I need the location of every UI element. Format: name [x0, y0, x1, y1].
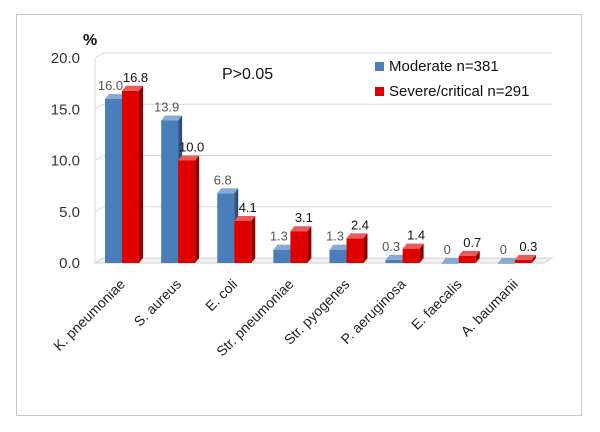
x-category-label: S. aureus	[131, 276, 185, 330]
bar-severe	[346, 233, 368, 263]
bar-top	[402, 243, 424, 249]
bar-top	[441, 258, 463, 263]
bar-side	[531, 254, 536, 263]
bar-top	[385, 254, 407, 260]
bar-front	[273, 249, 291, 263]
legend: Moderate n=381 Severe/critical n=291	[375, 58, 530, 100]
legend-label-moderate: Moderate n=381	[389, 58, 499, 75]
bar-front	[290, 231, 308, 263]
data-label: 1.4	[407, 228, 425, 243]
bar-front	[217, 193, 235, 263]
data-label: 0.3	[382, 239, 400, 254]
bar-front	[329, 249, 347, 263]
bar-top	[122, 85, 143, 91]
bar-side	[195, 155, 200, 263]
legend-label-severe: Severe/critical n=291	[389, 83, 530, 100]
p-value-annotation: P>0.05	[222, 66, 273, 83]
bar-side	[139, 85, 143, 263]
bar-severe	[402, 243, 424, 263]
bar-front	[385, 259, 403, 263]
data-label: 16.8	[123, 70, 148, 85]
bar-top	[514, 254, 536, 260]
bar-severe	[290, 226, 312, 263]
bar-front	[105, 99, 122, 263]
bar-side	[307, 226, 312, 263]
data-label: 0	[444, 242, 451, 257]
bar-front	[178, 160, 196, 263]
data-label: 10.0	[179, 140, 204, 155]
bar-side	[419, 243, 424, 263]
bar-front	[441, 263, 459, 264]
bar-top	[161, 115, 183, 121]
bar-side	[251, 215, 256, 263]
bar-side	[363, 233, 368, 263]
legend-swatch-moderate	[375, 62, 384, 71]
gridline	[94, 52, 552, 59]
bar-top	[234, 215, 256, 221]
x-category-label: A. baumanii	[457, 276, 521, 340]
data-label: 1.3	[326, 229, 344, 244]
y-tick-label: 0.0	[59, 255, 80, 272]
data-label: 0.3	[519, 239, 537, 254]
y-tick-label: 5.0	[59, 204, 80, 221]
data-label: 6.8	[214, 172, 232, 187]
data-labels: 16.016.8 13.9 10.0 6.8 4.1 1.3 3.1 1.3 2.4 0.3 1.4…	[98, 70, 538, 257]
bar-front	[234, 220, 252, 263]
bar-top	[329, 244, 351, 250]
bar-severe	[514, 254, 536, 263]
bar-severe	[458, 250, 480, 263]
bar-front	[514, 259, 532, 263]
data-label: 16.0	[98, 78, 123, 93]
bar-front	[458, 255, 476, 263]
data-label: 4.1	[239, 200, 257, 215]
bar-front	[161, 120, 179, 264]
y-tick-label: 15.0	[51, 101, 80, 118]
bar-top	[290, 226, 312, 232]
bar-top	[497, 258, 519, 263]
y-tick-label: 20.0	[51, 50, 80, 67]
bar-front	[346, 238, 364, 263]
bar-top	[105, 94, 126, 99]
data-label: 1.3	[270, 229, 288, 244]
bar-front	[497, 263, 515, 264]
y-axis-unit: %	[83, 32, 97, 49]
bar-top	[217, 188, 239, 194]
bar-side	[475, 250, 480, 263]
legend-swatch-severe	[375, 87, 384, 96]
data-label: 3.1	[295, 210, 313, 225]
x-category-label: E. coli	[202, 276, 240, 314]
bar-moderate	[441, 258, 463, 264]
bar-front	[402, 248, 420, 263]
data-label: 2.4	[351, 217, 369, 232]
data-label: 0	[500, 242, 507, 257]
bar-top	[346, 233, 368, 239]
bar-top	[458, 250, 480, 256]
bar-moderate	[497, 258, 519, 264]
x-category-label: K. pneumoniae	[50, 276, 128, 354]
bar-severe	[122, 85, 143, 263]
bar-severe	[178, 155, 200, 263]
x-category-label: E. faecalis	[408, 276, 465, 333]
bars	[105, 85, 536, 264]
y-axis-ticks: 0.0 5.0 10.0 15.0 20.0	[51, 50, 80, 272]
gridline	[94, 103, 552, 110]
bar-top	[178, 155, 200, 161]
bar-front	[122, 90, 139, 263]
y-tick-label: 10.0	[51, 153, 80, 170]
data-label: 0.7	[463, 235, 481, 250]
gridline	[94, 155, 552, 161]
bar-top	[273, 244, 295, 250]
data-label: 13.9	[154, 100, 179, 115]
bar-severe	[234, 215, 256, 263]
gridline	[94, 206, 552, 213]
